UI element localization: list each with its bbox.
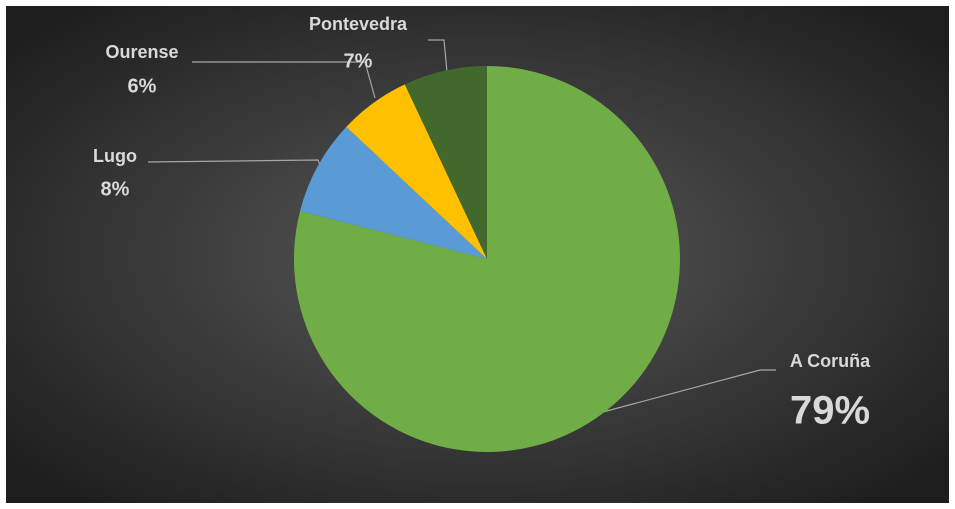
leader-line — [428, 39, 448, 73]
slice-label: Ourense — [105, 42, 178, 62]
pie-slice — [300, 126, 487, 259]
leader-line — [602, 369, 776, 413]
value-label: 6% — [128, 75, 157, 97]
slice-label: A Coruña — [790, 351, 871, 371]
slice-label: Lugo — [93, 146, 137, 166]
value-label: 8% — [101, 178, 130, 200]
slice-label: Pontevedra — [309, 14, 408, 34]
value-label: 79% — [790, 389, 870, 433]
leader-line — [147, 159, 321, 166]
pie-slice — [293, 66, 680, 453]
pie-slice — [404, 66, 487, 259]
value-label: 7% — [344, 50, 373, 72]
pie-slice — [346, 84, 487, 259]
leader-line — [192, 61, 376, 99]
leader-lines — [147, 39, 776, 413]
